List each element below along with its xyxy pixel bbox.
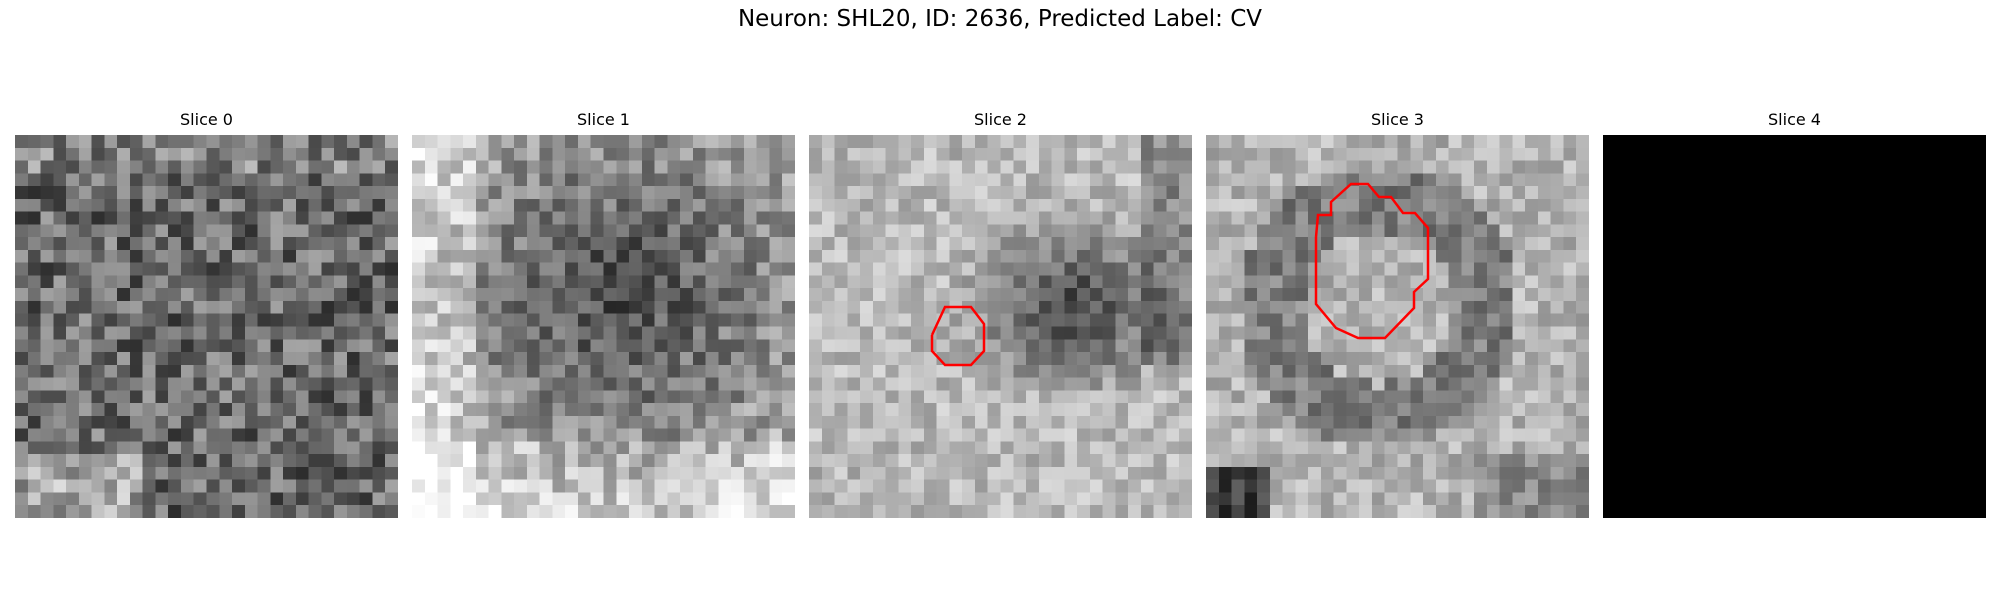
slice-2-contour [930, 305, 986, 367]
slice-1-panel: Slice 1 [412, 108, 795, 518]
slice-3-roi-outline [1314, 182, 1430, 340]
slice-2-panel: Slice 2 [809, 108, 1192, 518]
slice-0-title: Slice 0 [180, 110, 233, 129]
slice-2-pixels [809, 135, 1192, 518]
slice-4-title: Slice 4 [1768, 110, 1821, 129]
slice-0-pixels [15, 135, 398, 518]
figure-title: Neuron: SHL20, ID: 2636, Predicted Label… [737, 6, 1263, 32]
slice-1-pixels [412, 135, 795, 518]
slice-3-image [1206, 135, 1589, 518]
slice-0-panel: Slice 0 [15, 108, 398, 518]
slice-3-contour [1314, 182, 1430, 340]
slice-3-title: Slice 3 [1371, 110, 1424, 129]
slice-2-roi-outline [930, 305, 986, 367]
slice-0-image [15, 135, 398, 518]
slice-1-title: Slice 1 [577, 110, 630, 129]
slice-4-panel: Slice 4 [1603, 108, 1986, 518]
slice-2-title: Slice 2 [974, 110, 1027, 129]
slice-4-pixels [1603, 135, 1986, 518]
slice-1-image [412, 135, 795, 518]
slice-2-image [809, 135, 1192, 518]
slice-4-image [1603, 135, 1986, 518]
slice-3-panel: Slice 3 [1206, 108, 1589, 518]
